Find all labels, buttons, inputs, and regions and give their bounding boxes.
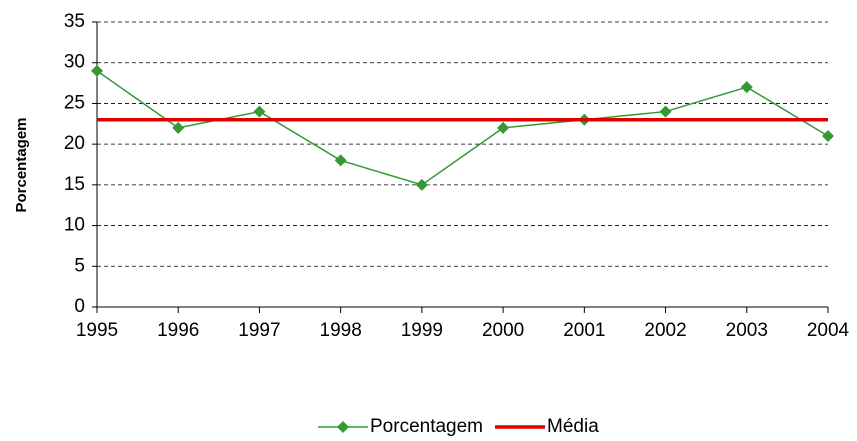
data-point bbox=[659, 105, 672, 118]
data-point bbox=[253, 105, 266, 118]
x-tick-label: 2002 bbox=[644, 320, 686, 341]
x-tick-label: 1999 bbox=[401, 320, 443, 341]
x-tick-label: 1998 bbox=[320, 320, 362, 341]
x-tick-label: 1996 bbox=[157, 320, 199, 341]
data-point bbox=[740, 81, 753, 94]
x-tick-label: 2004 bbox=[807, 320, 850, 341]
x-tick-label: 1995 bbox=[76, 320, 118, 341]
y-tick-label: 25 bbox=[64, 92, 85, 113]
data-point bbox=[91, 64, 103, 77]
y-tick-label: 15 bbox=[64, 174, 85, 195]
x-tick-label: 2001 bbox=[563, 320, 605, 341]
y-axis-label: Porcentagem bbox=[13, 117, 30, 212]
y-tick-label: 10 bbox=[64, 215, 85, 236]
legend-label: Porcentagem bbox=[370, 416, 483, 437]
data-point bbox=[497, 121, 510, 134]
legend-marker bbox=[337, 421, 349, 433]
x-tick-label: 1997 bbox=[238, 320, 280, 341]
y-tick-label: 0 bbox=[74, 296, 85, 317]
y-tick-label: 20 bbox=[64, 133, 85, 154]
y-tick-label: 35 bbox=[64, 11, 85, 32]
data-point bbox=[334, 154, 347, 167]
x-tick-label: 2003 bbox=[726, 320, 768, 341]
y-tick-label: 30 bbox=[64, 52, 85, 73]
legend-label: Média bbox=[547, 416, 599, 437]
series-line bbox=[96, 70, 829, 186]
y-tick-label: 5 bbox=[74, 255, 85, 276]
x-tick-label: 2000 bbox=[482, 320, 524, 341]
data-point bbox=[822, 130, 834, 142]
data-point bbox=[415, 178, 428, 191]
data-point bbox=[172, 121, 185, 134]
